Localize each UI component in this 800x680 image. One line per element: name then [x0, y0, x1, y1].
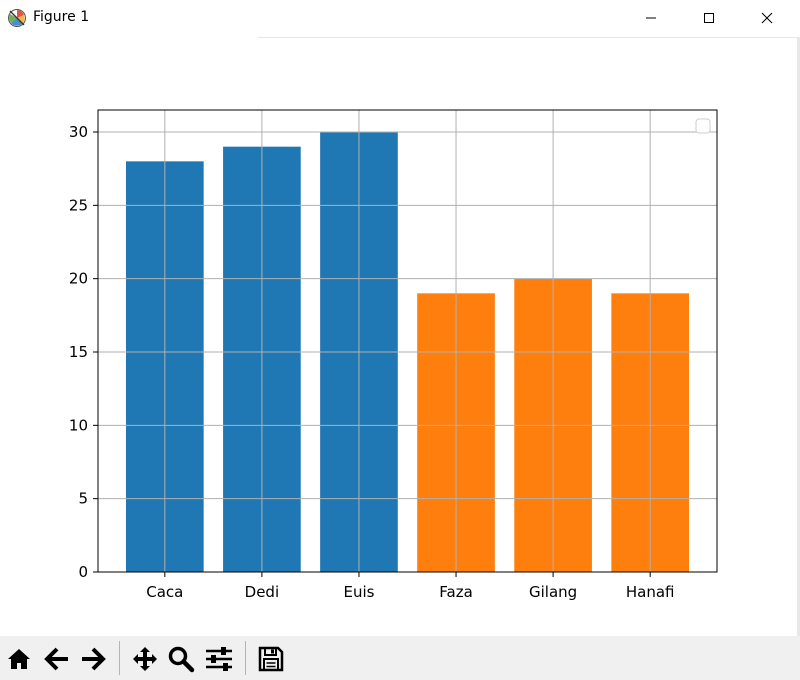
home-icon: [8, 649, 30, 669]
x-tick-label: Hanafi: [626, 583, 675, 601]
x-tick-label: Caca: [146, 583, 183, 601]
minimize-icon: [646, 17, 656, 19]
toolbar-separator: [119, 641, 120, 675]
close-icon: [761, 12, 773, 24]
back-arrow-icon: [44, 647, 68, 671]
forward-button[interactable]: [78, 644, 108, 674]
legend-box: [695, 118, 711, 134]
bar-chart: 0 5 10 15 20 25 30 Caca Dedi Euis Faza Gilang Hanafi: [69, 109, 718, 601]
y-tick-label: 5: [78, 490, 88, 508]
y-tick-label: 30: [69, 123, 88, 141]
window-title: Figure 1: [33, 9, 90, 25]
window-edge: [797, 37, 800, 636]
zoom-icon: [168, 646, 195, 673]
x-tick-label: Faza: [439, 583, 473, 601]
configure-subplots-icon: [206, 647, 232, 671]
matplotlib-icon: [8, 9, 26, 27]
pan-button[interactable]: [130, 644, 160, 674]
configure-subplots-button[interactable]: [204, 644, 234, 674]
save-icon: [258, 646, 284, 672]
y-tick-label: 10: [69, 416, 88, 434]
navigation-toolbar: [0, 636, 800, 680]
back-button[interactable]: [42, 644, 72, 674]
axes-frame: [97, 109, 718, 573]
maximize-button[interactable]: [680, 0, 738, 36]
x-tick-label: Euis: [343, 583, 374, 601]
y-tick-label: 15: [69, 343, 88, 361]
close-button[interactable]: [738, 0, 796, 36]
figure-canvas[interactable]: 0 5 10 15 20 25 30 Caca Dedi Euis Faza Gilang Hanafi: [0, 38, 800, 636]
window-titlebar: Figure 1: [0, 0, 800, 37]
y-tick-label: 0: [78, 563, 88, 581]
pan-icon: [133, 647, 157, 671]
x-tick-label: Gilang: [529, 583, 577, 601]
save-button[interactable]: [256, 644, 286, 674]
minimize-button[interactable]: [622, 0, 680, 36]
x-tick-label: Dedi: [245, 583, 279, 601]
titlebar-divider: [258, 37, 800, 38]
y-tick-label: 25: [69, 196, 88, 214]
home-button[interactable]: [4, 644, 34, 674]
y-tick-label: 20: [69, 270, 88, 288]
forward-arrow-icon: [82, 647, 106, 671]
maximize-icon: [704, 13, 714, 23]
zoom-button[interactable]: [166, 644, 196, 674]
toolbar-separator: [245, 641, 246, 675]
